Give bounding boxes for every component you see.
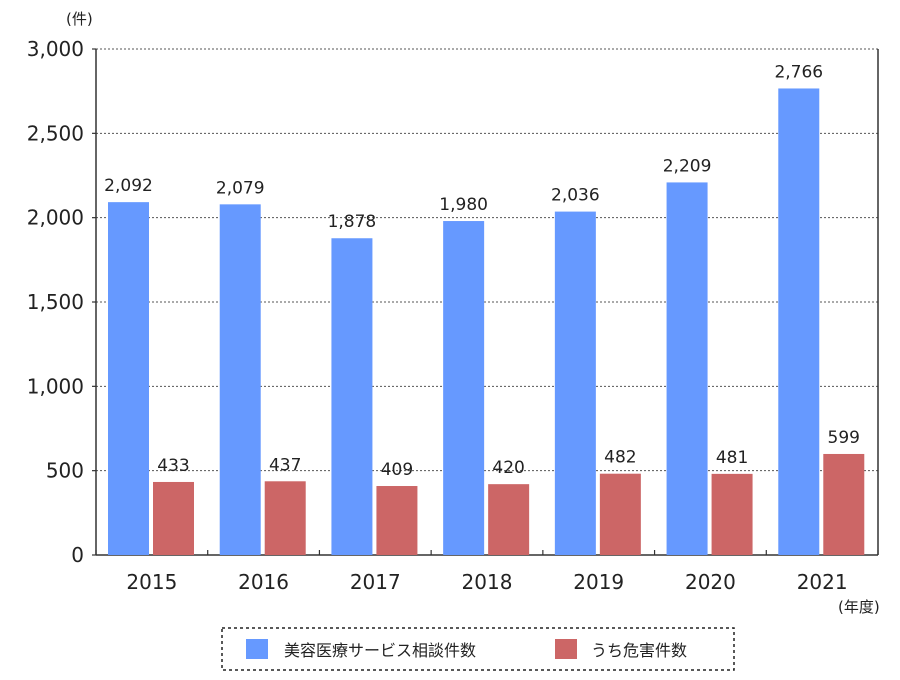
y-tick-label: 1,500: [27, 290, 84, 314]
bar-consultations: [331, 238, 373, 555]
bar-harm: [153, 481, 194, 555]
data-label-harm: 433: [157, 456, 189, 476]
data-label-consultations: 1,878: [328, 212, 377, 232]
legend-swatch-consultations: [246, 639, 268, 659]
y-tick-label: 3,000: [27, 37, 84, 61]
bar-harm: [488, 484, 530, 555]
value-labels: 2,092 2,079 1,878 1,980 2,036 2,209 2,766 433 43…: [104, 62, 860, 480]
data-label-consultations: 2,036: [551, 186, 600, 206]
legend-swatch-harm: [555, 639, 577, 659]
data-label-harm: 599: [828, 428, 860, 448]
bar-harm: [711, 473, 753, 555]
data-label-harm: 481: [716, 448, 748, 468]
bar-consultations: [443, 221, 485, 556]
legend: 美容医療サービス相談件数 うち危害件数: [221, 627, 735, 671]
y-tick-label: 500: [46, 459, 84, 483]
y-tick-label: 2,500: [27, 121, 84, 145]
x-tick-label: 2021: [797, 570, 848, 594]
legend-box: [221, 627, 735, 671]
x-tick-label: 2016: [238, 570, 289, 594]
x-tick-label: 2019: [573, 570, 624, 594]
y-tick-label: 1,000: [27, 374, 84, 398]
bar-consultations: [108, 202, 149, 555]
x-axis-unit-label: (年度): [838, 598, 880, 616]
x-tick-label: 2015: [126, 570, 177, 594]
data-label-consultations: 2,092: [104, 176, 153, 196]
data-label-consultations: 2,079: [216, 178, 265, 198]
data-label-harm: 409: [381, 460, 413, 480]
y-tick-label: 2,000: [27, 206, 84, 230]
legend-label-consultations: 美容医療サービス相談件数: [284, 641, 476, 660]
data-label-harm: 437: [269, 455, 301, 475]
x-tick-label: 2020: [685, 570, 736, 594]
bars: [108, 88, 865, 556]
bar-harm: [599, 473, 641, 555]
y-axis-unit-label: (件): [66, 10, 93, 28]
data-label-consultations: 2,209: [663, 156, 712, 176]
x-tick-label: 2017: [350, 570, 401, 594]
bar-consultations: [778, 88, 820, 555]
bar-harm: [264, 481, 306, 555]
x-tick-label: 2018: [462, 570, 513, 594]
legend-label-harm: うち危害件数: [591, 641, 687, 660]
bar-consultations: [219, 204, 261, 556]
data-label-consultations: 2,766: [774, 62, 823, 82]
axes: 0 500 1,000 1,500 2,000 2,500 3,000 2015 2016 201…: [27, 37, 879, 594]
data-label-consultations: 1,980: [439, 195, 488, 215]
data-label-harm: 482: [604, 448, 636, 468]
bar-harm: [823, 453, 865, 555]
data-label-harm: 420: [492, 458, 524, 478]
y-tick-label: 0: [71, 543, 84, 567]
bar-consultations: [666, 182, 708, 555]
bar-harm: [376, 486, 418, 555]
bar-consultations: [554, 211, 596, 555]
